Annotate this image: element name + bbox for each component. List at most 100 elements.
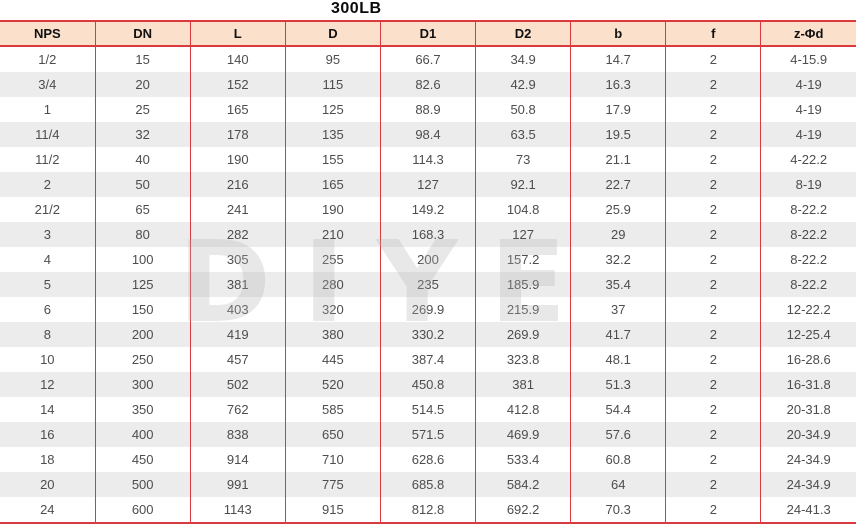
table-row: 1/2 15 140 95 66.7 34.9 14.7 2 4-15.9 [0, 46, 856, 72]
table-cell: 380 [284, 322, 381, 347]
table-cell: 2 [665, 97, 761, 122]
table-cell: 200 [94, 322, 191, 347]
table-cell: 4-19 [760, 97, 856, 122]
table-cell: 2 [665, 222, 761, 247]
table-cell: 127 [475, 222, 571, 247]
table-cell: 8-22.2 [760, 197, 856, 222]
table-cell: 762 [189, 397, 286, 422]
table-cell: 34.9 [475, 46, 571, 72]
table-cell: 514.5 [379, 397, 476, 422]
table-cell: 70.3 [570, 497, 666, 524]
table-cell: 82.6 [379, 72, 476, 97]
table-cell: 320 [284, 297, 381, 322]
table-cell: 125 [94, 272, 191, 297]
table-row: 2 50 216 165 127 92.1 22.7 2 8-19 [0, 172, 856, 197]
table-cell: 24-41.3 [760, 497, 856, 524]
table-cell: 50.8 [475, 97, 571, 122]
table-cell: 914 [189, 447, 286, 472]
table-cell: 2 [665, 147, 761, 172]
table-cell: 20 [40, 477, 55, 492]
table-cell: 6 [43, 302, 51, 317]
table-row: 24 600 1143 915 812.8 692.2 70.3 2 24-41.3 [0, 497, 856, 524]
table-cell: 2 [665, 472, 761, 497]
table-cell: 255 [284, 247, 381, 272]
table-cell: 5 [43, 277, 51, 292]
table-cell: 2 [665, 447, 761, 472]
table-row: 3 80 282 210 168.3 127 29 2 8-22.2 [0, 222, 856, 247]
table-cell: 215.9 [475, 297, 571, 322]
table-cell: 8-19 [760, 172, 856, 197]
table-cell: 3 [43, 227, 51, 242]
table-cell: 584.2 [475, 472, 571, 497]
table-cell: 20-31.8 [760, 397, 856, 422]
table-cell: 2 [665, 272, 761, 297]
table-cell: 445 [284, 347, 381, 372]
flange-dimension-table: NPS DN L D D1 D2 b f z-Φd 1/2 15 140 95 66.7 34.9 14.7… [0, 20, 856, 524]
table-cell: 2 [43, 177, 51, 192]
table-cell: 57.6 [570, 422, 666, 447]
table-cell: 412.8 [475, 397, 571, 422]
table-cell: 157.2 [475, 247, 571, 272]
table-cell: 775 [284, 472, 381, 497]
table-row: 10 250 457 445 387.4 323.8 48.1 2 16-28.6 [0, 347, 856, 372]
table-cell: 4 [43, 252, 51, 267]
table-cell: 2 [665, 297, 761, 322]
table-cell: 400 [94, 422, 191, 447]
table-cell: 155 [284, 147, 381, 172]
table-cell: 4-22.2 [760, 147, 856, 172]
column-header: D [284, 20, 381, 47]
table-cell: 21.1 [570, 147, 666, 172]
table-cell: 300 [94, 372, 191, 397]
table-cell: 25.9 [570, 197, 666, 222]
table-cell: 838 [189, 422, 286, 447]
table-cell: 29 [570, 222, 666, 247]
table-cell: 165 [284, 172, 381, 197]
table-row: 21/2 65 241 190 149.2 104.8 25.9 2 8-22.2 [0, 197, 856, 222]
table-cell: 37 [570, 297, 666, 322]
table-cell: 502 [189, 372, 286, 397]
table-cell: 12-25.4 [760, 322, 856, 347]
column-header: L [189, 20, 286, 47]
table-cell: 185.9 [475, 272, 571, 297]
column-header: D1 [379, 20, 476, 47]
table-cell: 4-19 [760, 72, 856, 97]
table-cell: 168.3 [379, 222, 476, 247]
table-cell: 650 [284, 422, 381, 447]
table-cell: 24-34.9 [760, 447, 856, 472]
header-row: NPS DN L D D1 D2 b f z-Φd [0, 20, 856, 47]
table-cell: 125 [284, 97, 381, 122]
table-cell: 305 [189, 247, 286, 272]
table-cell: 16 [40, 427, 55, 442]
table-cell: 500 [94, 472, 191, 497]
table-cell: 12 [40, 377, 55, 392]
table-cell: 14.7 [570, 46, 666, 72]
table-cell: 8-22.2 [760, 272, 856, 297]
table-cell: 2 [665, 72, 761, 97]
table-cell: 18 [40, 452, 55, 467]
table-cell: 42.9 [475, 72, 571, 97]
table-cell: 2 [665, 422, 761, 447]
table-row: 5 125 381 280 235 185.9 35.4 2 8-22.2 [0, 272, 856, 297]
column-header: NPS [0, 20, 96, 47]
table-cell: 533.4 [475, 447, 571, 472]
table-cell: 269.9 [475, 322, 571, 347]
table-cell: 2 [665, 172, 761, 197]
table-row: 4 100 305 255 200 157.2 32.2 2 8-22.2 [0, 247, 856, 272]
table-cell: 2 [665, 397, 761, 422]
table-cell: 2 [665, 197, 761, 222]
column-header: D2 [475, 20, 571, 47]
table-cell: 17.9 [570, 97, 666, 122]
table-cell: 1143 [189, 497, 286, 524]
table-cell: 104.8 [475, 197, 571, 222]
column-header: b [570, 20, 666, 47]
table-cell: 8-22.2 [760, 247, 856, 272]
table-cell: 4-19 [760, 122, 856, 147]
table-cell: 11/4 [35, 127, 60, 142]
table-cell: 51.3 [570, 372, 666, 397]
table-cell: 152 [189, 72, 286, 97]
table-cell: 16-28.6 [760, 347, 856, 372]
table-cell: 2 [665, 122, 761, 147]
table-cell: 41.7 [570, 322, 666, 347]
table-cell: 190 [189, 147, 286, 172]
table-cell: 1 [43, 102, 51, 117]
